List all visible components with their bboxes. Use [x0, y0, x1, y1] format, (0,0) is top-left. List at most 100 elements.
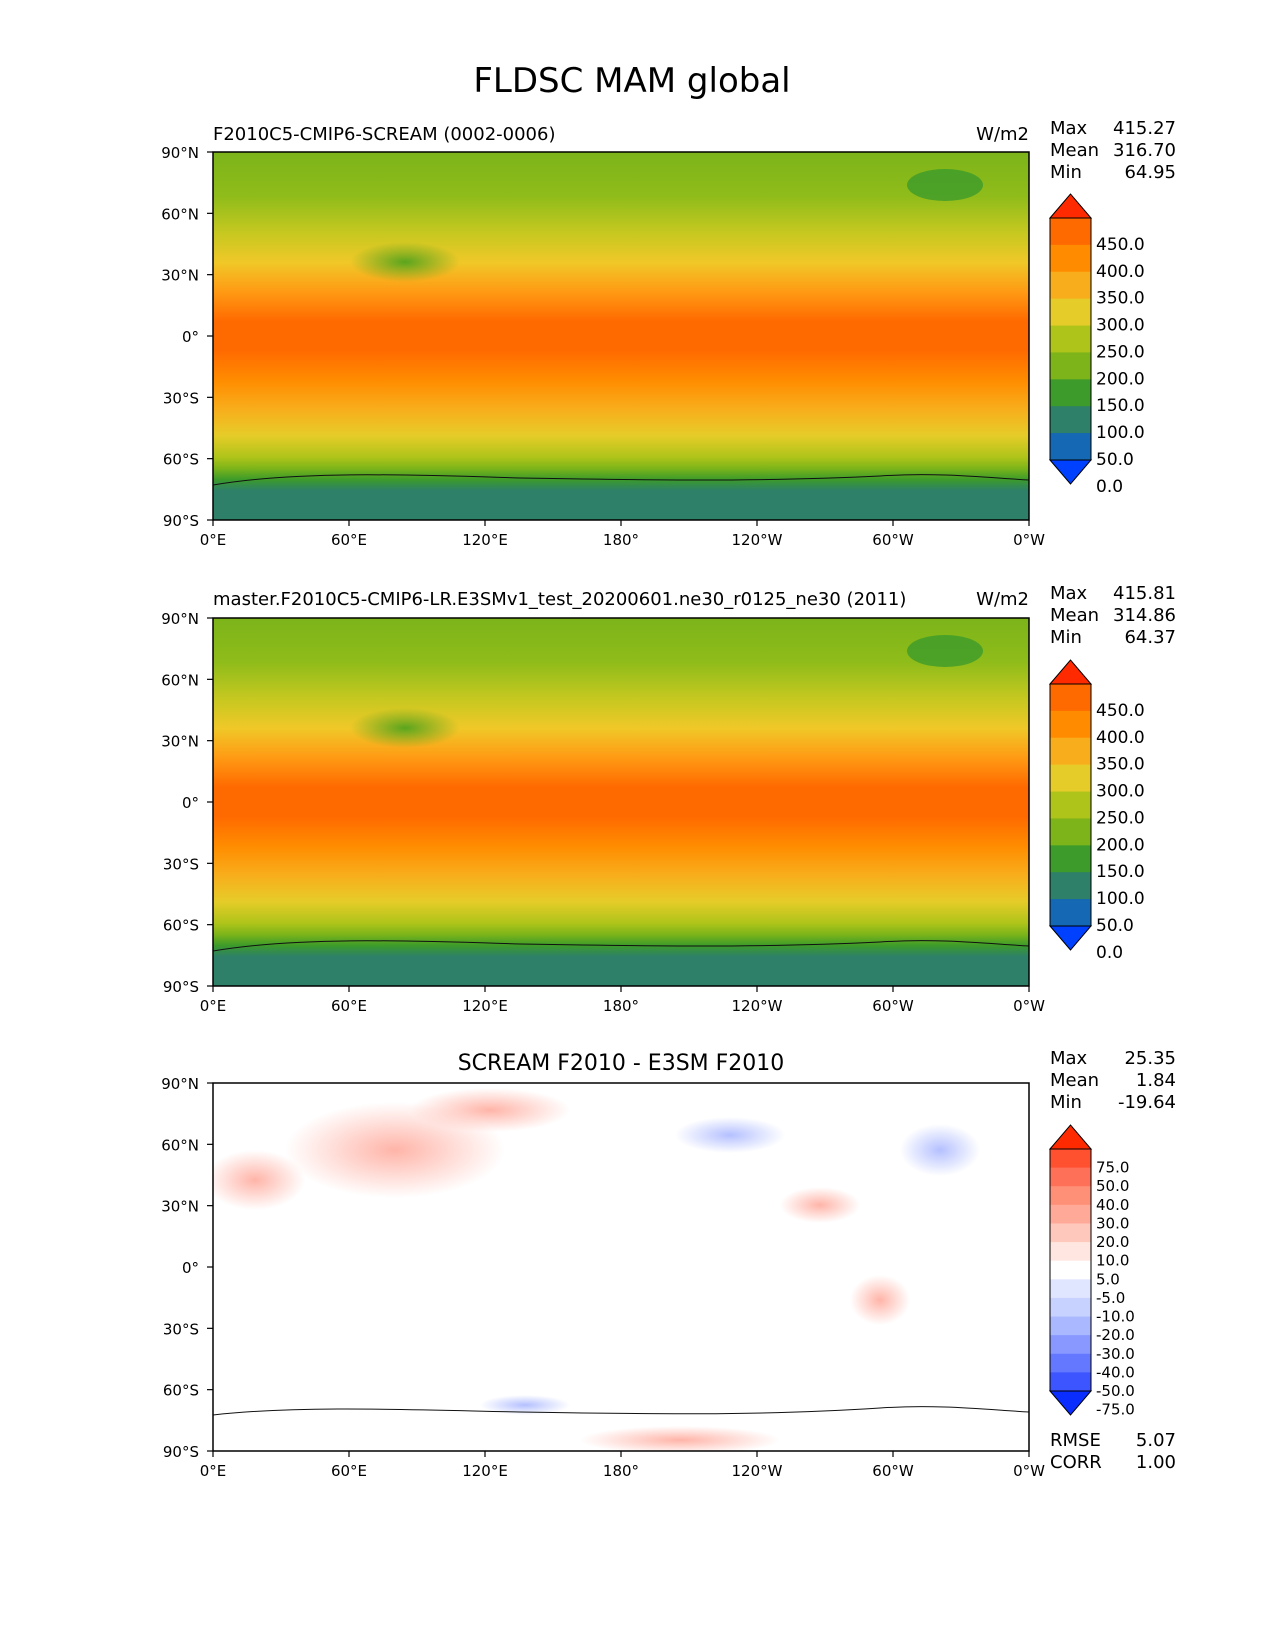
- lat-tick-label: 60°N: [161, 1136, 199, 1154]
- lon-tick-label: 60°W: [872, 997, 914, 1015]
- stat-label: CORR: [1050, 1452, 1102, 1473]
- field-anomaly: [480, 1395, 570, 1415]
- stats: Max 25.35 Mean 1.84 Min -19.64: [1050, 1048, 1176, 1113]
- lon-tick-label: 0°W: [1013, 997, 1045, 1015]
- colorbar-swatch: [1050, 872, 1091, 900]
- colorbar-label: -30.0: [1096, 1345, 1135, 1363]
- lon-tick-label: 60°E: [331, 997, 367, 1015]
- lon-tick-label: 180°: [603, 531, 639, 549]
- lat-tick-label: 0°: [182, 328, 199, 346]
- colorbar-extend-max: [1048, 193, 1093, 219]
- field-anomaly: [350, 242, 460, 282]
- lat-tick-label: 60°S: [163, 1382, 199, 1400]
- stat-value: 64.37: [1124, 627, 1176, 648]
- colorbar-swatch: [1050, 1335, 1091, 1355]
- lat-tick-label: 90°N: [161, 144, 199, 162]
- lon-tick-label: 120°W: [732, 1462, 783, 1480]
- colorbar-swatch: [1050, 379, 1091, 407]
- colorbar-swatch: [1050, 1186, 1091, 1206]
- colorbar-swatch: [1050, 271, 1091, 300]
- lon-tick-label: 180°: [603, 1462, 639, 1480]
- lon-tick-label: 60°E: [331, 531, 367, 549]
- colorbar-label: 450.0: [1096, 235, 1145, 255]
- colorbar-swatch: [1050, 791, 1091, 819]
- coastline: [213, 940, 1029, 952]
- colorbar-label: 450.0: [1096, 701, 1145, 721]
- colorbar-label: 5.0: [1096, 1270, 1120, 1288]
- colorbar-swatch: [1050, 218, 1091, 246]
- lon-tick-label: 0°W: [1013, 1462, 1045, 1480]
- field-anomaly: [900, 1124, 980, 1176]
- colorbar-swatch: [1050, 433, 1091, 461]
- stat-value: 415.27: [1113, 118, 1176, 139]
- colorbar-label: 0.0: [1096, 477, 1123, 497]
- lon-tick-label: 120°W: [732, 531, 783, 549]
- panel-title: F2010C5-CMIP6-SCREAM (0002-0006): [213, 124, 555, 145]
- colorbar-swatch: [1050, 244, 1091, 273]
- field-anomaly: [907, 169, 983, 201]
- colorbar-label: -50.0: [1096, 1382, 1135, 1400]
- lat-tick-label: 30°S: [163, 855, 199, 873]
- colorbar-label: 20.0: [1096, 1233, 1129, 1251]
- stat-label: Mean: [1050, 140, 1099, 161]
- colorbar-label: -5.0: [1096, 1289, 1125, 1307]
- colorbar-label: -20.0: [1096, 1326, 1135, 1344]
- colorbar-label: 350.0: [1096, 755, 1145, 775]
- colorbar-swatch: [1050, 1223, 1091, 1243]
- stat-value: 314.86: [1113, 605, 1176, 626]
- stat-value: 64.95: [1124, 162, 1176, 183]
- colorbar-label: 40.0: [1096, 1196, 1129, 1214]
- figure-title: FLDSC MAM global: [473, 61, 790, 101]
- lon-tick-label: 120°E: [462, 531, 508, 549]
- panel-model: F2010C5-CMIP6-SCREAM (0002-0006) W/m2 90…: [161, 118, 1176, 549]
- lat-tick-label: 60°N: [161, 205, 199, 223]
- colorbar-swatch: [1050, 684, 1091, 712]
- colorbar-frame: [1049, 217, 1092, 461]
- colorbar-label: 200.0: [1096, 369, 1145, 389]
- lon-tick-label: 60°W: [872, 1462, 914, 1480]
- lon-tick-label: 120°E: [462, 1462, 508, 1480]
- lat-tick-label: 0°: [182, 1259, 199, 1277]
- lat-tick-label: 90°S: [163, 978, 199, 996]
- colorbar-label: -40.0: [1096, 1363, 1135, 1381]
- colorbar-label: 10.0: [1096, 1252, 1129, 1270]
- stats: Max 415.81 Mean 314.86 Min 64.37: [1050, 583, 1176, 648]
- colorbar-swatch: [1050, 1167, 1091, 1187]
- field-anomaly: [675, 1117, 785, 1153]
- colorbar-label: 300.0: [1096, 782, 1145, 802]
- map-field: [213, 152, 1029, 520]
- stats: Max 415.27 Mean 316.70 Min 64.95: [1050, 118, 1176, 183]
- lat-tick-label: 90°S: [163, 512, 199, 530]
- colorbar-label: 50.0: [1096, 1177, 1129, 1195]
- panel-units: W/m2: [976, 589, 1029, 610]
- colorbar-swatch: [1050, 1353, 1091, 1373]
- colorbar-swatch: [1050, 1297, 1091, 1318]
- stat-value: 25.35: [1124, 1048, 1176, 1069]
- colorbar-extend-max: [1048, 659, 1093, 685]
- colorbar-label: 350.0: [1096, 289, 1145, 309]
- colorbar-label: 150.0: [1096, 396, 1145, 416]
- stat-label: Min: [1050, 162, 1082, 183]
- field-anomaly: [780, 1187, 860, 1223]
- stat-label: Max: [1050, 1048, 1088, 1069]
- colorbar-swatch: [1050, 298, 1091, 327]
- lat-tick-label: 60°S: [163, 917, 199, 935]
- colorbar-label: -75.0: [1096, 1401, 1135, 1419]
- stat-value: 1.00: [1136, 1452, 1176, 1473]
- colorbar-label: 30.0: [1096, 1214, 1129, 1232]
- lon-tick-label: 120°W: [732, 997, 783, 1015]
- colorbar-swatch: [1050, 1372, 1091, 1392]
- stat-label: Max: [1050, 118, 1088, 139]
- field-anomaly: [213, 1150, 305, 1210]
- colorbar-label: 150.0: [1096, 862, 1145, 882]
- stat-label: Mean: [1050, 1070, 1099, 1091]
- panel-title: SCREAM F2010 - E3SM F2010: [458, 1051, 785, 1076]
- lat-tick-label: 30°N: [161, 267, 199, 285]
- colorbar-extend-max: [1048, 1124, 1093, 1150]
- lat-tick-label: 30°N: [161, 733, 199, 751]
- colorbar-label: 400.0: [1096, 728, 1145, 748]
- map-field: [213, 618, 1029, 986]
- colorbar-label: 300.0: [1096, 316, 1145, 336]
- colorbar-swatch: [1050, 1242, 1091, 1262]
- panel-units: W/m2: [976, 124, 1029, 145]
